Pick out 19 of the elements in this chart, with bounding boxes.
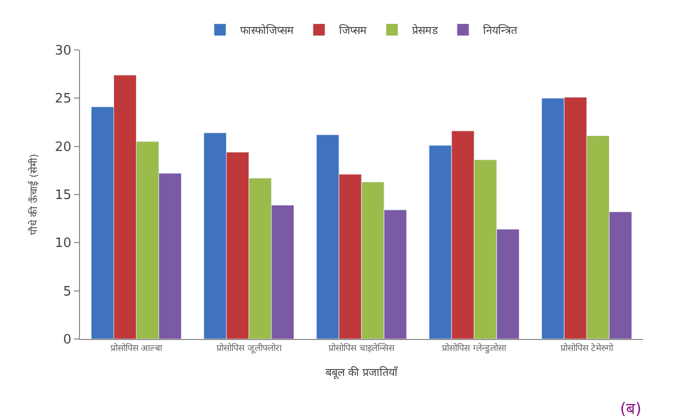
- y-tick-label: 15: [54, 188, 72, 204]
- x-tick-label: प्रोसोपिस टेमेरुगो: [560, 342, 614, 354]
- x-tick-label: प्रोसोपिस चाइलेन्सिस: [328, 342, 396, 354]
- legend-label: जिप्सम: [339, 24, 367, 38]
- y-tick-label: 25: [54, 92, 72, 107]
- y-tick-label: 5: [63, 284, 72, 300]
- legend-label: प्रेसमड: [412, 24, 438, 38]
- x-axis-title: बबूल की प्रजातियाँ: [326, 366, 398, 380]
- x-tick-label: प्रोसोपिस ग्लेन्डुलोसा: [442, 342, 508, 354]
- y-tick-label: 30: [54, 44, 72, 59]
- x-tick-label: प्रोसोपिस आल्बा: [110, 342, 164, 354]
- y-tick-label: 0: [63, 332, 72, 348]
- legend-label: नियन्त्रित: [483, 24, 518, 38]
- text: (ब): [620, 399, 642, 418]
- x-tick-label: प्रोसोपिस जूलीफ्लोरा: [216, 342, 282, 354]
- y-tick-label: 20: [54, 140, 72, 155]
- y-axis-title: पौधे की ऊँचाई (सेमी): [28, 154, 40, 236]
- legend-label: फास्फोजिप्सम: [240, 24, 294, 38]
- y-tick-label: 10: [54, 236, 72, 252]
